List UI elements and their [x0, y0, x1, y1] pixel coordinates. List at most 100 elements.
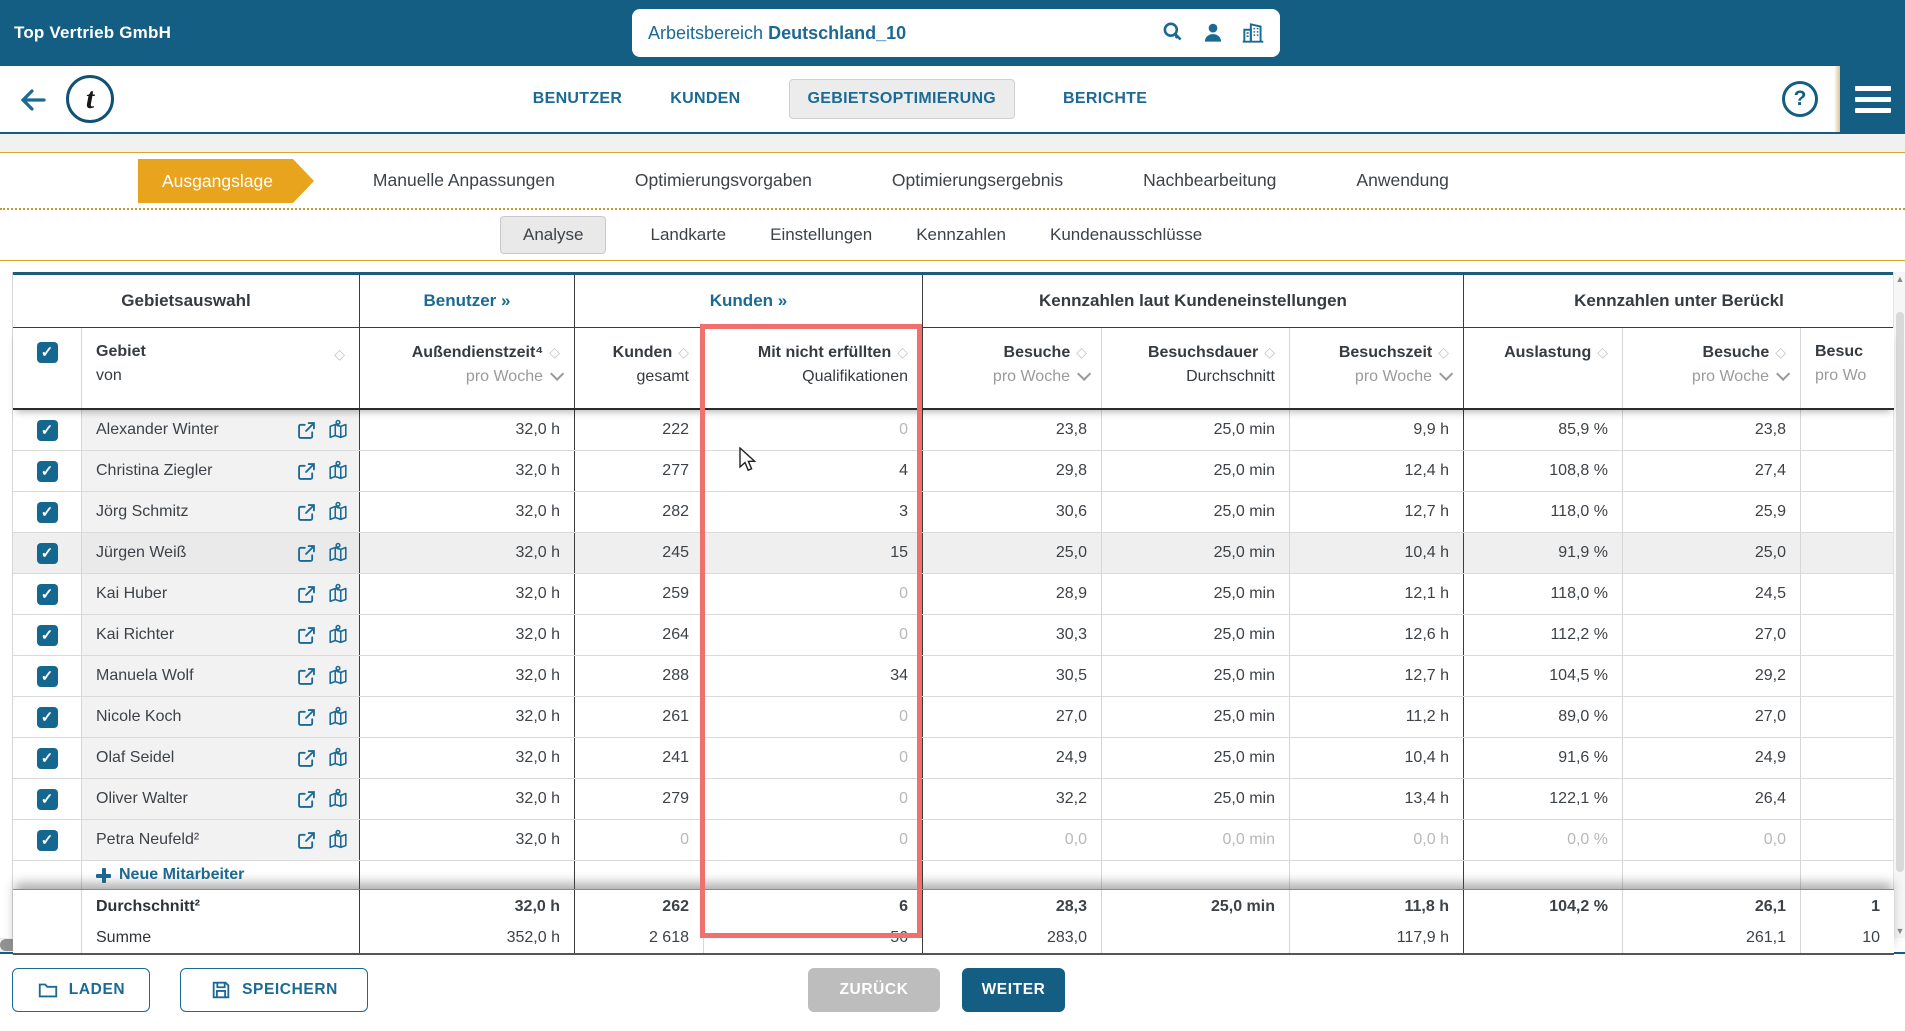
wizard-step-ausgangslage[interactable]: Ausgangslage [138, 158, 314, 203]
map-icon[interactable] [327, 829, 349, 851]
workspace-search-box[interactable]: Arbeitsbereich Deutschland_10 [632, 9, 1280, 57]
value-cell: 15 [703, 533, 922, 573]
add-employee-button[interactable]: Neue Mitarbeiter [82, 866, 244, 884]
group-kunden[interactable]: Kunden » [574, 275, 922, 327]
summary-section: Durchschnitt² 32,0 h 262 6 28,3 25,0 min… [13, 889, 1894, 955]
vertical-scrollbar[interactable]: ▲ ▼ [1893, 272, 1905, 938]
tab-landkarte[interactable]: Landkarte [650, 225, 727, 244]
open-external-icon[interactable] [296, 789, 317, 810]
value-cell: 0 [703, 410, 922, 450]
search-icon[interactable] [1160, 20, 1186, 46]
tab-kundenausschluesse[interactable]: Kundenausschlüsse [1050, 225, 1203, 244]
sort-icon[interactable] [1264, 344, 1275, 360]
open-external-icon[interactable] [296, 502, 317, 523]
value-cell: 279 [574, 779, 703, 819]
map-icon[interactable] [327, 665, 349, 687]
map-icon[interactable] [327, 460, 349, 482]
menu-icon[interactable] [1840, 66, 1905, 132]
wizard-step-anwendung[interactable]: Anwendung [1356, 170, 1449, 190]
nav-tab-berichte[interactable]: BERICHTE [1063, 90, 1148, 107]
value-cell: 30,6 [922, 492, 1101, 532]
value-cell: 32,0 h [359, 533, 574, 573]
unit-selector[interactable]: pro Woche [1692, 366, 1791, 385]
row-checkbox-checked-icon[interactable] [36, 788, 58, 810]
open-external-icon[interactable] [296, 543, 317, 564]
tab-kennzahlen[interactable]: Kennzahlen [916, 225, 1006, 244]
open-external-icon[interactable] [296, 830, 317, 851]
value-cell: 34 [703, 656, 922, 696]
unit-selector[interactable]: pro Woche [993, 366, 1092, 385]
sort-icon[interactable] [1775, 344, 1786, 360]
user-icon[interactable] [1200, 20, 1226, 46]
nav-tab-benutzer[interactable]: BENUTZER [532, 90, 623, 107]
wizard-step-manuelle-anpassungen[interactable]: Manuelle Anpassungen [372, 170, 555, 190]
map-icon[interactable] [327, 501, 349, 523]
sort-icon[interactable] [1438, 344, 1449, 360]
map-icon[interactable] [327, 706, 349, 728]
value-cell: 23,8 [1622, 410, 1800, 450]
open-external-icon[interactable] [296, 584, 317, 605]
tab-analyse[interactable]: Analyse [500, 216, 607, 254]
value-cell: 27,4 [1622, 451, 1800, 491]
open-external-icon[interactable] [296, 420, 317, 441]
app-logo: t [66, 75, 114, 123]
summary-average-row: Durchschnitt² 32,0 h 262 6 28,3 25,0 min… [13, 890, 1894, 923]
row-checkbox-checked-icon[interactable] [36, 419, 58, 441]
save-button[interactable]: SPEICHERN [180, 968, 368, 1012]
tab-einstellungen[interactable]: Einstellungen [770, 225, 873, 244]
row-checkbox-checked-icon[interactable] [36, 542, 58, 564]
scroll-down-icon[interactable]: ▼ [1895, 926, 1905, 936]
chevron-down-icon [1077, 366, 1092, 381]
open-external-icon[interactable] [296, 666, 317, 687]
value-cell: 23,8 [922, 410, 1101, 450]
sort-icon[interactable] [897, 344, 908, 360]
row-checkbox-checked-icon[interactable] [36, 624, 58, 646]
vertical-scrollbar-thumb[interactable] [1896, 312, 1904, 872]
back-arrow-icon[interactable] [14, 80, 54, 120]
sort-icon[interactable] [334, 342, 345, 366]
nav-tab-kunden[interactable]: KUNDEN [670, 90, 741, 107]
row-checkbox-checked-icon[interactable] [36, 460, 58, 482]
col-besuchsdauer: Besuchsdauer Durchschnitt [1101, 328, 1289, 408]
sort-icon[interactable] [549, 344, 560, 360]
value-cell: 29,8 [922, 451, 1101, 491]
nav-tab-gebietsoptimierung[interactable]: GEBIETSOPTIMIERUNG [788, 79, 1016, 119]
map-icon[interactable] [327, 788, 349, 810]
map-icon[interactable] [327, 747, 349, 769]
row-checkbox-checked-icon[interactable] [36, 583, 58, 605]
help-icon[interactable]: ? [1782, 81, 1818, 117]
summary-sum-row: Summe 352,0 h 2 618 56 283,0 117,9 h 261… [13, 923, 1894, 953]
sort-icon[interactable] [1076, 344, 1087, 360]
unit-selector[interactable]: pro Woche [1355, 366, 1454, 385]
workspace-text: Arbeitsbereich Deutschland_10 [648, 23, 1160, 44]
next-button[interactable]: WEITER [962, 968, 1065, 1012]
wizard-step-optimierungsergebnis[interactable]: Optimierungsergebnis [891, 170, 1064, 190]
sort-icon[interactable] [1597, 344, 1608, 360]
wizard-step-nachbearbeitung[interactable]: Nachbearbeitung [1143, 170, 1277, 190]
map-icon[interactable] [327, 624, 349, 646]
select-all-checkbox-checked-icon[interactable] [36, 342, 58, 363]
row-checkbox-checked-icon[interactable] [36, 747, 58, 769]
open-external-icon[interactable] [296, 748, 317, 769]
value-cell: 25,0 min [1101, 410, 1289, 450]
load-button[interactable]: LADEN [12, 968, 150, 1012]
row-checkbox-checked-icon[interactable] [36, 501, 58, 523]
open-external-icon[interactable] [296, 707, 317, 728]
wizard-step-optimierungsvorgaben[interactable]: Optimierungsvorgaben [634, 170, 812, 190]
open-external-icon[interactable] [296, 625, 317, 646]
open-external-icon[interactable] [296, 461, 317, 482]
value-cell: 32,0 h [359, 820, 574, 860]
group-benutzer[interactable]: Benutzer » [359, 275, 574, 327]
row-checkbox-checked-icon[interactable] [36, 665, 58, 687]
back-button[interactable]: ZURÜCK [808, 968, 940, 1012]
row-checkbox-checked-icon[interactable] [36, 829, 58, 851]
scroll-up-icon[interactable]: ▲ [1895, 274, 1905, 284]
sub-tabs: Analyse Landkarte Einstellungen Kennzahl… [0, 210, 1905, 261]
row-checkbox-checked-icon[interactable] [36, 706, 58, 728]
buildings-icon[interactable] [1240, 20, 1266, 46]
unit-selector[interactable]: pro Woche [466, 366, 565, 385]
map-icon[interactable] [327, 419, 349, 441]
map-icon[interactable] [327, 542, 349, 564]
sort-icon[interactable] [678, 344, 689, 360]
map-icon[interactable] [327, 583, 349, 605]
